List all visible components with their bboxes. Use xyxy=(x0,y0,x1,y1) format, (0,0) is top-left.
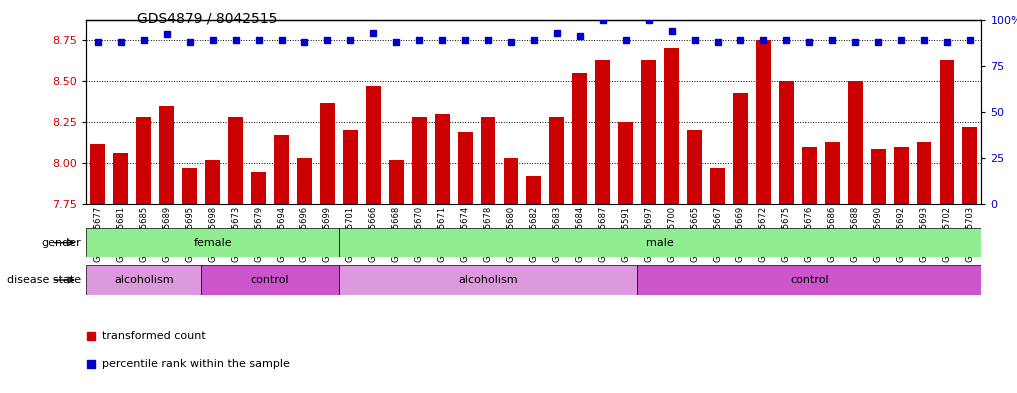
Bar xyxy=(201,265,339,295)
Bar xyxy=(339,265,638,295)
Bar xyxy=(940,60,954,204)
Bar xyxy=(136,118,152,204)
Bar xyxy=(962,127,977,204)
Text: alcoholism: alcoholism xyxy=(459,275,518,285)
Bar xyxy=(801,147,817,204)
Bar xyxy=(916,142,932,204)
Bar xyxy=(205,160,220,204)
Bar xyxy=(160,106,174,204)
Bar xyxy=(114,153,128,204)
Bar xyxy=(366,86,380,204)
Text: GDS4879 / 8042515: GDS4879 / 8042515 xyxy=(137,12,278,26)
Text: male: male xyxy=(646,238,674,248)
Text: gender: gender xyxy=(42,238,81,248)
Bar xyxy=(182,168,197,204)
Bar xyxy=(91,143,106,204)
Bar xyxy=(894,147,908,204)
Text: control: control xyxy=(251,275,290,285)
Bar xyxy=(710,168,725,204)
Bar xyxy=(343,130,358,204)
Bar xyxy=(481,118,495,204)
Text: transformed count: transformed count xyxy=(103,331,206,341)
Bar xyxy=(458,132,473,204)
Bar xyxy=(664,48,679,204)
Bar xyxy=(733,93,747,204)
Bar xyxy=(779,81,794,204)
Bar xyxy=(251,171,266,204)
Bar xyxy=(86,228,339,257)
Bar xyxy=(641,60,656,204)
Text: percentile rank within the sample: percentile rank within the sample xyxy=(103,358,290,369)
Bar xyxy=(618,122,634,204)
Bar xyxy=(412,118,427,204)
Bar xyxy=(527,176,541,204)
Text: control: control xyxy=(790,275,829,285)
Bar xyxy=(871,149,886,204)
Bar xyxy=(638,265,981,295)
Bar xyxy=(549,118,564,204)
Bar xyxy=(339,228,981,257)
Bar xyxy=(86,265,201,295)
Bar xyxy=(573,73,587,204)
Bar xyxy=(848,81,862,204)
Bar xyxy=(297,158,312,204)
Bar xyxy=(503,158,519,204)
Bar xyxy=(320,103,335,204)
Text: alcoholism: alcoholism xyxy=(114,275,174,285)
Bar xyxy=(595,60,610,204)
Bar xyxy=(687,130,702,204)
Bar xyxy=(434,114,450,204)
Bar xyxy=(825,142,840,204)
Bar xyxy=(756,40,771,204)
Text: female: female xyxy=(193,238,232,248)
Bar xyxy=(228,118,243,204)
Bar xyxy=(274,136,289,204)
Bar xyxy=(388,160,404,204)
Text: disease state: disease state xyxy=(7,275,81,285)
